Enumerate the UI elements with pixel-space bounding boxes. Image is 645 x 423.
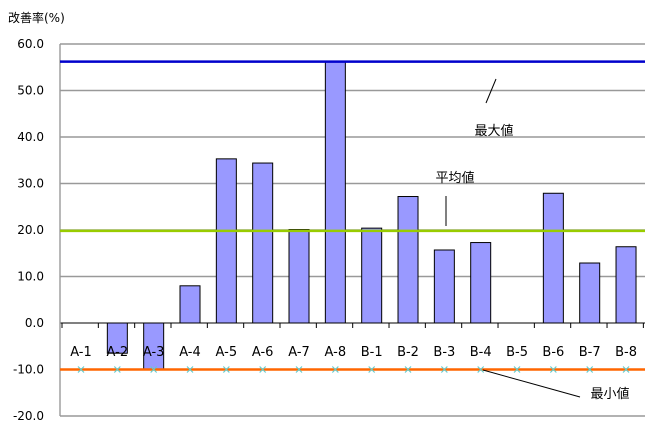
bar: [106, 322, 128, 354]
min-marker: [586, 366, 594, 373]
callout-leader: [485, 78, 497, 104]
min-marker: [549, 366, 557, 373]
bar: [252, 162, 274, 324]
y-tick-label: 10.0: [17, 270, 44, 284]
min-marker: [622, 366, 630, 373]
min-marker: [368, 366, 376, 373]
bar: [397, 196, 419, 324]
category-label: A-7: [288, 345, 310, 360]
category-label: B-5: [506, 345, 528, 360]
bar: [542, 192, 564, 324]
bar: [215, 158, 237, 324]
bar: [433, 249, 455, 324]
category-label: A-3: [143, 345, 165, 360]
category-label: A-6: [252, 345, 274, 360]
category-label: A-2: [107, 345, 129, 360]
y-tick-label: 0.0: [25, 316, 44, 330]
y-tick-label: -20.0: [13, 409, 44, 423]
category-label: A-5: [216, 345, 238, 360]
category-label: A-1: [70, 345, 92, 360]
category-label: B-6: [542, 345, 564, 360]
min-marker: [150, 366, 158, 373]
bars: [106, 61, 637, 370]
min-marker: [440, 366, 448, 373]
y-tick-label: 50.0: [17, 84, 44, 98]
category-label: B-2: [397, 345, 419, 360]
min-marker: [259, 366, 267, 373]
min-label: 最小値: [590, 386, 629, 402]
bar: [361, 227, 383, 324]
y-tick-label: 30.0: [17, 177, 44, 191]
max-label: 最大値: [474, 123, 513, 139]
min-marker: [186, 366, 194, 373]
average-label: 平均値: [435, 170, 474, 186]
category-label: B-3: [433, 345, 455, 360]
callout-leader: [482, 369, 581, 398]
category-label: A-4: [179, 345, 201, 360]
reference-lines: [60, 60, 645, 371]
min-marker: [513, 366, 521, 373]
min-marker: [113, 366, 121, 373]
min-markers: [77, 366, 630, 373]
min-marker: [295, 366, 303, 373]
category-label: A-8: [325, 345, 347, 360]
bar: [324, 61, 346, 324]
category-label: B-7: [579, 345, 601, 360]
bar: [288, 229, 310, 324]
y-tick-label: 60.0: [17, 37, 44, 51]
min-marker: [477, 366, 485, 373]
y-axis-ticks: 60.0 50.0 40.0 30.0 20.0 10.0 0.0 -10.0 -20.0: [13, 37, 44, 423]
category-label: B-4: [470, 345, 492, 360]
min-marker: [222, 366, 230, 373]
y-tick-label: 20.0: [17, 223, 44, 237]
bar: [579, 262, 601, 324]
y-tick-label: -10.0: [13, 363, 44, 377]
min-marker: [404, 366, 412, 373]
min-marker: [331, 366, 339, 373]
category-label: B-8: [615, 345, 637, 360]
category-labels: A-1 A-2 A-3 A-4 A-5 A-6 A-7 A-8 B-1 B-2 B-3 B-4 B-5 B…: [70, 345, 637, 360]
y-axis-label: 改善率(%): [8, 10, 65, 25]
y-tick-label: 40.0: [17, 130, 44, 144]
category-label: B-1: [361, 345, 383, 360]
bar: [179, 285, 201, 324]
min-marker: [77, 366, 85, 373]
bar: [470, 242, 492, 324]
bar: [615, 246, 637, 324]
